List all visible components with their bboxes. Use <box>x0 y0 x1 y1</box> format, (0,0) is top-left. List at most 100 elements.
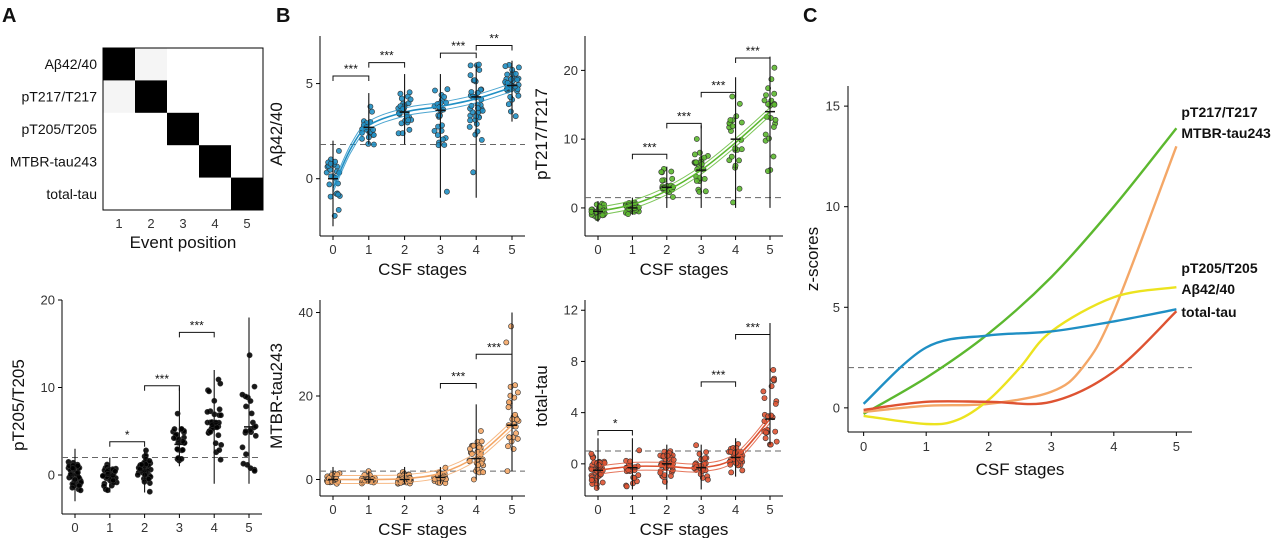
y-tick-label: 0 <box>833 400 840 415</box>
trend-ci-upper <box>332 420 513 477</box>
data-point <box>771 101 778 108</box>
data-point <box>77 487 84 494</box>
significance-bracket <box>735 57 771 64</box>
data-point <box>703 449 709 455</box>
data-point <box>370 141 377 148</box>
heatmap-cell <box>103 112 136 146</box>
data-point <box>138 461 145 468</box>
x-tick-label: 0 <box>71 520 78 535</box>
x-tick-label: 0 <box>329 242 336 257</box>
data-point <box>760 388 767 395</box>
data-point <box>664 452 671 459</box>
heatmap-col-label: 5 <box>243 216 250 231</box>
x-tick-label: 4 <box>473 242 480 257</box>
heatmap-row-label: Aβ42/40 <box>45 56 98 72</box>
data-point <box>772 428 779 435</box>
x-tick-label: 4 <box>732 242 739 257</box>
heatmap-cell <box>103 80 136 114</box>
data-point <box>335 191 342 198</box>
x-tick-label: 1 <box>629 242 636 257</box>
significance-bracket <box>439 382 477 389</box>
data-point <box>693 177 700 184</box>
y-tick-label: 0 <box>306 171 313 186</box>
heatmap-cell <box>135 112 168 146</box>
data-point <box>146 488 153 495</box>
series-label: pT217/T217 <box>1181 104 1257 120</box>
data-point <box>439 136 446 143</box>
heatmap-cell <box>199 112 232 146</box>
heatmap-cell <box>231 80 264 114</box>
data-point <box>335 147 342 154</box>
x-tick-label: 5 <box>508 242 515 257</box>
x-tick-label: 4 <box>1110 439 1117 454</box>
data-point <box>625 211 631 217</box>
data-point <box>503 339 510 346</box>
data-point <box>733 113 740 120</box>
data-point <box>216 447 223 453</box>
data-point <box>217 456 224 463</box>
significance-label: *** <box>380 49 394 63</box>
data-point <box>112 468 118 475</box>
series-line <box>863 310 1178 412</box>
x-tick-label: 3 <box>437 242 444 257</box>
x-tick-label: 0 <box>594 242 601 257</box>
significance-label: * <box>613 417 618 431</box>
significance-label: *** <box>344 62 358 76</box>
heatmap-cell <box>135 177 168 211</box>
heatmap-cell <box>231 48 264 81</box>
data-point <box>478 438 485 445</box>
event-position-heatmap: Aβ42/40 pT217/T217 pT205/T205 MTBR-tau243 to… <box>10 47 264 252</box>
data-point <box>243 451 249 458</box>
y-tick-label: 10 <box>564 132 578 147</box>
series-line <box>863 127 1178 415</box>
heatmap-col-label: 1 <box>115 216 122 231</box>
heatmap-border <box>102 47 264 211</box>
heatmap-cell <box>167 48 200 81</box>
trend-ci-lower <box>597 115 771 216</box>
data-point <box>240 460 247 467</box>
y-tick-label: 12 <box>564 303 578 318</box>
data-point <box>110 477 117 484</box>
y-axis-label: pT205/T205 <box>9 359 28 451</box>
significance-bracket <box>631 153 668 160</box>
significance-label: *** <box>746 321 760 335</box>
data-point <box>701 154 708 161</box>
data-point <box>431 127 438 134</box>
significance-label: *** <box>746 44 760 58</box>
data-point <box>738 119 745 126</box>
data-point <box>635 472 642 479</box>
data-point <box>406 126 413 133</box>
pt217-scatter-panel: *** *** *** *** 0 1 2 3 4 5 0 10 20 CSF stages pT217/T… <box>532 36 783 279</box>
data-point <box>502 63 509 70</box>
data-point <box>727 117 734 123</box>
data-point <box>467 72 474 79</box>
heatmap-cell <box>199 145 232 178</box>
data-point <box>696 188 703 195</box>
significance-bracket <box>700 91 737 98</box>
data-point <box>476 67 483 73</box>
y-axis-label: pT217/T217 <box>532 88 551 180</box>
x-axis-label: CSF stages <box>640 260 729 279</box>
y-axis-label: MTBR-tau243 <box>267 343 286 449</box>
data-point <box>512 70 519 77</box>
significance-label: * <box>125 428 130 442</box>
data-point <box>436 479 443 486</box>
data-point <box>504 468 511 474</box>
data-point <box>217 380 224 387</box>
x-tick-label: 0 <box>860 439 867 454</box>
data-point <box>668 473 674 479</box>
significance-label: *** <box>451 369 465 383</box>
trend-line <box>597 418 771 471</box>
significance-label: ** <box>489 32 499 46</box>
data-point <box>214 424 220 431</box>
data-point <box>242 428 249 435</box>
x-tick-label: 0 <box>329 502 336 517</box>
data-point <box>74 462 81 469</box>
data-point <box>470 169 477 176</box>
data-point <box>516 64 522 71</box>
data-point <box>441 142 448 148</box>
x-tick-label: 5 <box>766 242 773 257</box>
data-point <box>504 71 511 78</box>
x-tick-label: 1 <box>629 502 636 517</box>
heatmap-row-label: pT217/T217 <box>22 89 98 105</box>
